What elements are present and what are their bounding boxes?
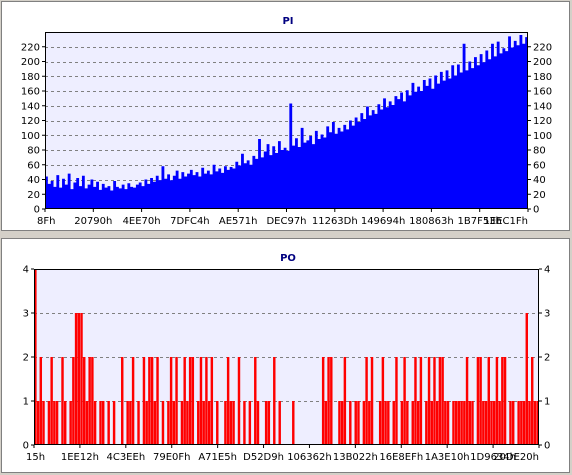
pi-ytick-label-right: 80 xyxy=(533,146,546,157)
po-ytick-label-left: 4 xyxy=(23,265,29,276)
pi-xtick-label: AE571h xyxy=(219,216,258,227)
pi-ytick-label-right: 60 xyxy=(533,160,546,171)
po-xtick-label: 16E8EFh xyxy=(379,452,423,463)
pi-ytick-label-left: 60 xyxy=(27,160,40,171)
pi-xtick-label: 1B7F53h xyxy=(457,216,501,227)
pi-xtick-label: 1EEC1Fh xyxy=(484,216,528,227)
pi-ytick-label-left: 140 xyxy=(21,101,40,112)
po-ytick-label-right: 2 xyxy=(544,353,550,364)
pi-xtick-label: 180863h xyxy=(409,216,454,227)
pi-ytick-label-right: 160 xyxy=(533,87,552,98)
pi-ytick-label-right: 200 xyxy=(533,57,552,68)
po-plot-border xyxy=(34,269,539,445)
pi-plot-border xyxy=(45,32,528,209)
pi-ytick-label-left: 160 xyxy=(21,87,40,98)
pi-ytick-label-right: 220 xyxy=(533,42,552,53)
po-xtick-label: 79E0Fh xyxy=(153,452,191,463)
pi-xtick-label: 149694h xyxy=(361,216,406,227)
po-xtick-label: D52D9h xyxy=(243,452,284,463)
po-xtick-label: 4C3EEh xyxy=(106,452,145,463)
po-ytick-label-right: 0 xyxy=(544,441,550,452)
po-ytick-label-right: 3 xyxy=(544,309,550,320)
pi-ytick-label-left: 0 xyxy=(34,205,40,216)
pi-ytick-label-right: 0 xyxy=(533,205,539,216)
po-ytick-label-left: 3 xyxy=(23,309,29,320)
pi-ytick-label-right: 100 xyxy=(533,131,552,142)
po-ytick-label-left: 0 xyxy=(23,441,29,452)
po-ytick-label-right: 1 xyxy=(544,397,550,408)
pi-xtick-label: 8Fh xyxy=(37,216,55,227)
po-xtick-label: 20DE20h xyxy=(493,452,539,463)
pi-ytick-label-left: 100 xyxy=(21,131,40,142)
pi-chart-panel: PI 0 0 20 20 40 40 60 60 80 80 100 100 120 120 140 140 1… xyxy=(1,1,570,231)
po-xtick-label: 1A3E10h xyxy=(425,452,470,463)
pi-series-area xyxy=(45,34,528,210)
pi-chart-title: PI xyxy=(282,16,293,27)
pi-xtick-label: 20790h xyxy=(74,216,112,227)
pi-xtick-label: 7DFC4h xyxy=(170,216,210,227)
pi-ytick-label-left: 40 xyxy=(27,175,40,186)
po-chart-title: PO xyxy=(280,253,296,264)
po-xtick-label: 13B022h xyxy=(333,452,378,463)
pi-ytick-label-left: 80 xyxy=(27,146,40,157)
po-xtick-label: 1D9634h xyxy=(470,452,516,463)
pi-ytick-label-left: 20 xyxy=(27,190,40,201)
pi-ytick-label-right: 140 xyxy=(533,101,552,112)
po-ytick-label-right: 4 xyxy=(544,265,550,276)
pi-ytick-label-right: 40 xyxy=(533,175,546,186)
pi-ytick-label-right: 120 xyxy=(533,116,552,127)
pi-ytick-label-left: 120 xyxy=(21,116,40,127)
po-xtick-label: 1EE12h xyxy=(61,452,99,463)
pi-ytick-label-left: 180 xyxy=(21,72,40,83)
pi-ytick-label-left: 220 xyxy=(21,42,40,53)
po-ytick-label-left: 2 xyxy=(23,353,29,364)
po-xtick-label: 106362h xyxy=(287,452,332,463)
po-xtick-label: 15h xyxy=(26,452,45,463)
pi-ytick-label-right: 20 xyxy=(533,190,546,201)
pi-xtick-label: 11263Dh xyxy=(312,216,358,227)
pi-ytick-label-right: 180 xyxy=(533,72,552,83)
pi-xtick-label: DEC97h xyxy=(266,216,306,227)
po-ytick-label-left: 1 xyxy=(23,397,29,408)
pi-chart: PI 0 0 20 20 40 40 60 60 80 80 100 100 120 120 140 140 1… xyxy=(21,16,552,227)
pi-ytick-label-left: 200 xyxy=(21,57,40,68)
po-chart-panel: PO 0 0 1 1 2 2 3 3 4 4 15h 1EE12h 4C3EEh 79E0Fh A71E5h… xyxy=(1,238,570,473)
pi-xtick-label: 4EE70h xyxy=(123,216,161,227)
po-chart: PO 0 0 1 1 2 2 3 3 4 4 15h 1EE12h 4C3EEh 79E0Fh A71E5h… xyxy=(23,253,551,463)
po-xtick-label: A71E5h xyxy=(198,452,237,463)
